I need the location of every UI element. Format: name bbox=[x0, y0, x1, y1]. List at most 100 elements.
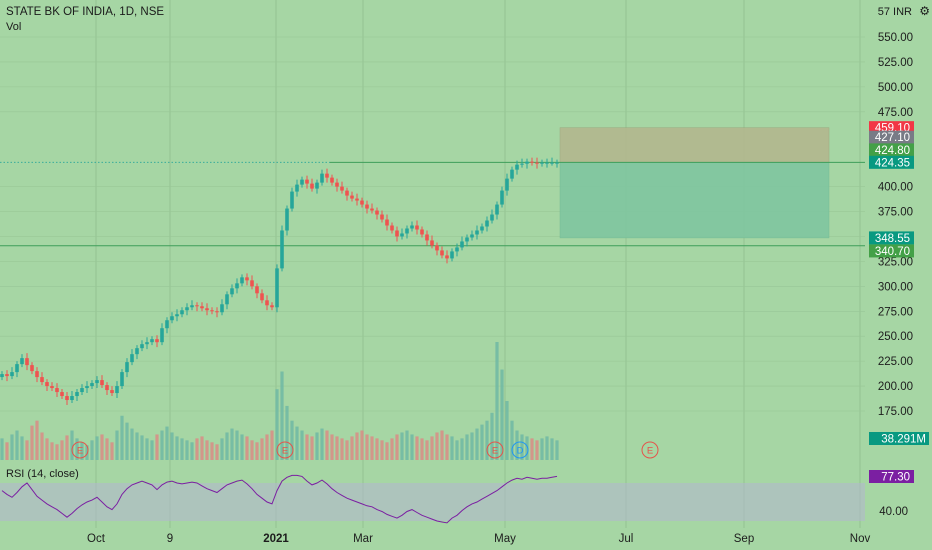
candle[interactable] bbox=[205, 308, 209, 311]
candle[interactable] bbox=[135, 348, 139, 355]
earnings-marker[interactable] bbox=[276, 441, 294, 459]
candle[interactable] bbox=[115, 386, 119, 394]
candle[interactable] bbox=[190, 305, 194, 308]
candle[interactable] bbox=[275, 268, 279, 308]
candle[interactable] bbox=[260, 293, 264, 301]
candle[interactable] bbox=[90, 383, 94, 387]
dividend-marker[interactable] bbox=[511, 441, 529, 459]
candle[interactable] bbox=[535, 162, 539, 164]
candle[interactable] bbox=[70, 396, 74, 401]
candle[interactable] bbox=[470, 234, 474, 238]
candle[interactable] bbox=[105, 385, 109, 391]
candle[interactable] bbox=[220, 304, 224, 313]
candle[interactable] bbox=[490, 214, 494, 221]
candle[interactable] bbox=[430, 240, 434, 246]
candle[interactable] bbox=[65, 396, 69, 401]
candle[interactable] bbox=[255, 286, 259, 294]
candle[interactable] bbox=[550, 162, 554, 164]
candle[interactable] bbox=[335, 182, 339, 187]
candle[interactable] bbox=[340, 186, 344, 191]
candle[interactable] bbox=[45, 382, 49, 387]
candle[interactable] bbox=[475, 230, 479, 235]
candle[interactable] bbox=[480, 226, 484, 231]
candle[interactable] bbox=[155, 339, 159, 343]
candle[interactable] bbox=[380, 214, 384, 220]
candle[interactable] bbox=[425, 234, 429, 241]
candle[interactable] bbox=[525, 161, 529, 164]
candle[interactable] bbox=[235, 283, 239, 289]
candle[interactable] bbox=[320, 173, 324, 183]
candle[interactable] bbox=[150, 339, 154, 343]
candle[interactable] bbox=[485, 220, 489, 227]
candle[interactable] bbox=[405, 228, 409, 234]
candle[interactable] bbox=[385, 219, 389, 226]
candle[interactable] bbox=[295, 184, 299, 192]
candle[interactable] bbox=[0, 374, 4, 378]
candle[interactable] bbox=[435, 245, 439, 251]
target-zone[interactable] bbox=[559, 127, 830, 163]
candle[interactable] bbox=[40, 377, 44, 383]
candle[interactable] bbox=[35, 371, 39, 378]
candle[interactable] bbox=[310, 183, 314, 189]
candle[interactable] bbox=[195, 305, 199, 307]
candle[interactable] bbox=[530, 161, 534, 163]
candle[interactable] bbox=[80, 388, 84, 393]
candle[interactable] bbox=[495, 204, 499, 215]
candle[interactable] bbox=[510, 169, 514, 179]
candle[interactable] bbox=[15, 364, 19, 373]
candle[interactable] bbox=[265, 300, 269, 306]
candle[interactable] bbox=[460, 241, 464, 248]
candle[interactable] bbox=[500, 190, 504, 205]
candle[interactable] bbox=[375, 210, 379, 215]
candle[interactable] bbox=[350, 195, 354, 199]
candle[interactable] bbox=[450, 251, 454, 259]
earnings-marker[interactable] bbox=[641, 441, 659, 459]
candle[interactable] bbox=[370, 208, 374, 211]
candle[interactable] bbox=[130, 354, 134, 363]
candle[interactable] bbox=[415, 225, 419, 230]
candle[interactable] bbox=[290, 191, 294, 209]
candle[interactable] bbox=[120, 372, 124, 387]
candle[interactable] bbox=[95, 380, 99, 384]
candle[interactable] bbox=[180, 310, 184, 315]
candle[interactable] bbox=[365, 204, 369, 209]
candle[interactable] bbox=[125, 362, 129, 373]
candle[interactable] bbox=[455, 247, 459, 252]
currency-label[interactable]: 57 INR bbox=[877, 6, 912, 18]
candle[interactable] bbox=[5, 374, 9, 377]
candle[interactable] bbox=[360, 200, 364, 205]
candle[interactable] bbox=[390, 225, 394, 231]
candle[interactable] bbox=[540, 162, 544, 164]
candle[interactable] bbox=[170, 316, 174, 321]
candle[interactable] bbox=[555, 162, 559, 164]
candle[interactable] bbox=[110, 390, 114, 394]
candle[interactable] bbox=[300, 179, 304, 185]
candle[interactable] bbox=[25, 358, 29, 366]
candle[interactable] bbox=[325, 173, 329, 178]
gear-icon[interactable]: ⚙ bbox=[919, 4, 930, 18]
candle[interactable] bbox=[210, 310, 214, 312]
candle[interactable] bbox=[230, 288, 234, 295]
earnings-marker[interactable] bbox=[486, 441, 504, 459]
candle[interactable] bbox=[315, 182, 319, 189]
candle[interactable] bbox=[200, 306, 204, 309]
candle[interactable] bbox=[270, 305, 274, 308]
candle[interactable] bbox=[85, 386, 89, 389]
candle[interactable] bbox=[420, 229, 424, 235]
candle[interactable] bbox=[175, 314, 179, 317]
candle[interactable] bbox=[240, 277, 244, 284]
candle[interactable] bbox=[55, 388, 59, 393]
candle[interactable] bbox=[10, 372, 14, 377]
candle[interactable] bbox=[465, 237, 469, 242]
candle[interactable] bbox=[520, 163, 524, 165]
candle[interactable] bbox=[330, 177, 334, 183]
candle[interactable] bbox=[165, 320, 169, 329]
candle[interactable] bbox=[215, 311, 219, 313]
candle[interactable] bbox=[395, 230, 399, 237]
candle[interactable] bbox=[60, 392, 64, 397]
candle[interactable] bbox=[515, 164, 519, 170]
candle[interactable] bbox=[410, 225, 414, 229]
candle[interactable] bbox=[225, 294, 229, 305]
candle[interactable] bbox=[140, 344, 144, 349]
